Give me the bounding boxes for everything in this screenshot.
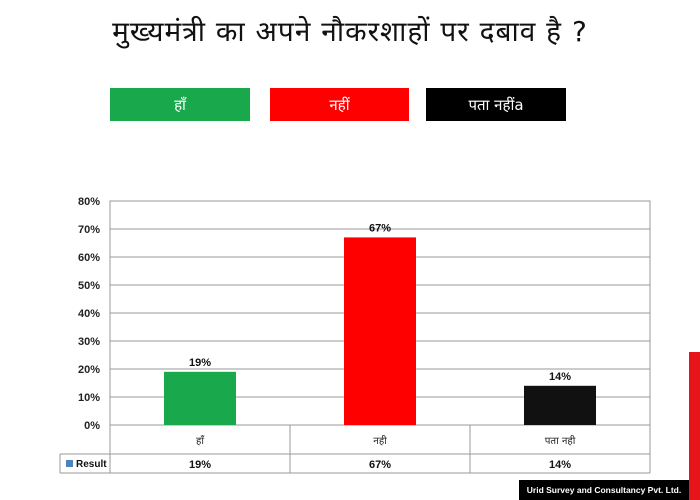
legend-dont-know: पता नहींa <box>426 88 566 121</box>
y-tick-label: 20% <box>78 364 100 376</box>
bar <box>344 237 416 425</box>
y-tick-label: 60% <box>78 252 100 264</box>
table-row-header: Result <box>76 459 107 470</box>
legend-no: नहीं <box>270 88 409 121</box>
legend-no-label: नहीं <box>329 95 350 114</box>
table-cell-value: 14% <box>549 459 571 471</box>
data-label: 14% <box>549 371 571 383</box>
page-title: मुख्यमंत्री का अपने नौकरशाहों पर दबाव है… <box>112 15 588 48</box>
y-tick-label: 0% <box>84 420 100 432</box>
x-tick-label: हाँ <box>196 435 205 447</box>
y-tick-label: 40% <box>78 308 100 320</box>
y-tick-label: 70% <box>78 224 100 236</box>
y-tick-label: 50% <box>78 280 100 292</box>
footer-company: Urid Survey and Consultancy Pvt. Ltd. <box>519 480 689 500</box>
x-tick-label: पता नही <box>545 435 576 447</box>
bar-chart: 0% 10% 20% 30% 40% 50% 60% 70% 80% 19% 67% 14% हाँ नह… <box>59 196 651 474</box>
legend-yes: हाँ <box>110 88 250 121</box>
legend-yes-label: हाँ <box>174 95 186 114</box>
legend-dont-know-label: पता नहींa <box>468 95 524 114</box>
table-cell-value: 67% <box>369 459 391 471</box>
bar <box>164 371 236 425</box>
x-tick-label: नही <box>373 435 387 447</box>
data-label: 67% <box>369 222 391 234</box>
accent-strip <box>689 352 700 500</box>
y-tick-label: 80% <box>78 196 100 208</box>
y-tick-label: 10% <box>78 392 100 404</box>
y-tick-label: 30% <box>78 336 100 348</box>
series-key <box>66 460 73 467</box>
bar <box>524 385 596 425</box>
data-label: 19% <box>189 357 211 369</box>
table-cell-value: 19% <box>189 459 211 471</box>
